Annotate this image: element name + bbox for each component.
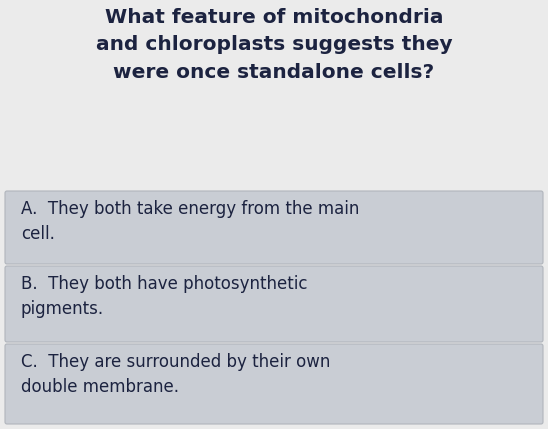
FancyBboxPatch shape: [5, 266, 543, 342]
FancyBboxPatch shape: [5, 191, 543, 264]
Text: What feature of mitochondria
and chloroplasts suggests they
were once standalone: What feature of mitochondria and chlorop…: [96, 8, 452, 82]
FancyBboxPatch shape: [5, 344, 543, 424]
Text: A.  They both take energy from the main
cell.: A. They both take energy from the main c…: [21, 200, 359, 243]
Text: B.  They both have photosynthetic
pigments.: B. They both have photosynthetic pigment…: [21, 275, 307, 318]
Text: C.  They are surrounded by their own
double membrane.: C. They are surrounded by their own doub…: [21, 353, 330, 396]
